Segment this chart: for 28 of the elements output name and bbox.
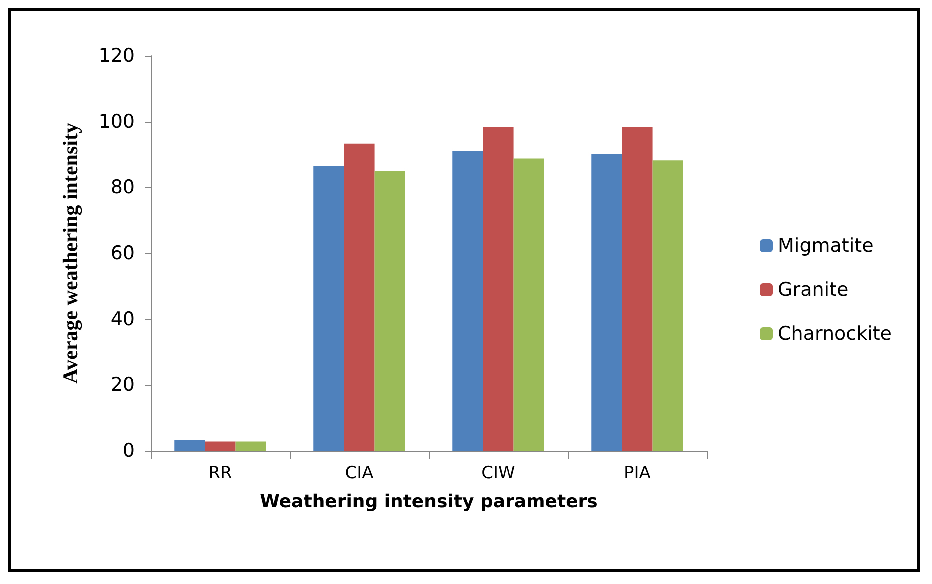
y-axis-title: Average weathering intensity xyxy=(58,122,82,384)
bar xyxy=(344,144,375,451)
y-tick-label: 100 xyxy=(98,110,135,133)
x-axis-title: Weathering intensity parameters xyxy=(260,492,598,512)
bar xyxy=(174,440,206,451)
x-tick-label: CIA xyxy=(345,464,374,484)
x-tick-label: RR xyxy=(208,464,232,484)
bar xyxy=(622,127,653,451)
bar xyxy=(652,160,684,451)
legend-label: Granite xyxy=(778,279,849,301)
bar xyxy=(314,166,344,451)
bar xyxy=(452,151,484,451)
legend-label: Migmatite xyxy=(778,235,874,257)
bar xyxy=(483,127,514,451)
y-tick-label: 0 xyxy=(122,440,135,462)
legend-label: Charnockite xyxy=(778,323,892,345)
bar xyxy=(374,172,406,451)
y-tick-label: 40 xyxy=(110,308,135,330)
y-tick-label: 20 xyxy=(110,374,135,396)
bar xyxy=(592,154,622,451)
y-tick-label: 60 xyxy=(110,242,135,264)
bar xyxy=(236,442,266,451)
bar xyxy=(205,442,236,451)
y-tick-label: 80 xyxy=(110,176,135,199)
x-tick-label: CIW xyxy=(482,464,516,484)
bar xyxy=(514,158,544,451)
x-tick-label: PIA xyxy=(624,464,652,484)
y-tick-label: 120 xyxy=(98,45,135,67)
